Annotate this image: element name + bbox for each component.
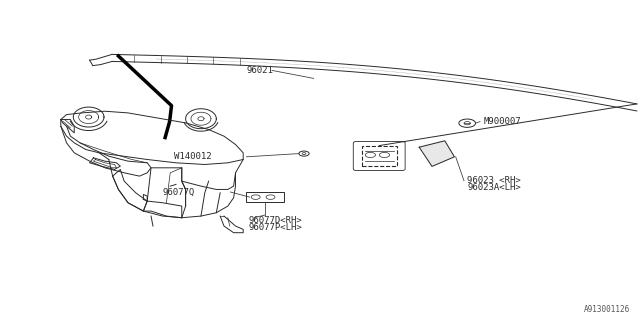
Text: M900007: M900007 — [483, 117, 521, 126]
Polygon shape — [419, 141, 454, 166]
Text: 96077D<RH>: 96077D<RH> — [248, 216, 302, 225]
Text: W140012: W140012 — [173, 152, 211, 161]
Text: 96023A<LH>: 96023A<LH> — [467, 183, 521, 192]
Bar — [362, 146, 397, 166]
Text: 96021: 96021 — [246, 66, 273, 75]
Bar — [246, 192, 284, 202]
Text: A913001126: A913001126 — [584, 305, 630, 314]
Text: 96077Q: 96077Q — [163, 188, 195, 196]
Text: 96077P<LH>: 96077P<LH> — [248, 223, 302, 232]
Text: 96023 <RH>: 96023 <RH> — [467, 176, 521, 185]
